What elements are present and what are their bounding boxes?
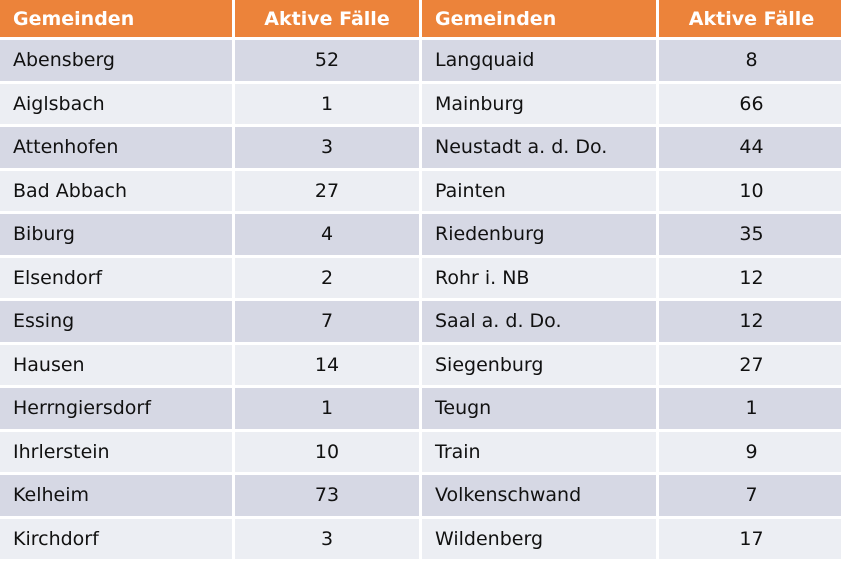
cases-cell: 9 (659, 431, 841, 472)
municipality-cell: Kirchdorf (0, 518, 232, 559)
municipality-cell: Abensberg (0, 40, 232, 81)
header-municipality-right: Gemeinden (422, 0, 656, 37)
cases-cell: 2 (235, 257, 419, 298)
table-row: Biburg 4 Riedenburg 35 (0, 214, 841, 255)
header-row: Gemeinden Aktive Fälle Gemeinden Aktive … (0, 0, 841, 37)
cases-cell: 1 (659, 388, 841, 429)
municipality-cell: Riedenburg (422, 214, 656, 255)
municipality-cell: Volkenschwand (422, 475, 656, 516)
table-row: Bad Abbach 27 Painten 10 (0, 170, 841, 211)
municipality-cell: Biburg (0, 214, 232, 255)
municipality-cell: Siegenburg (422, 344, 656, 385)
table-row: Kelheim 73 Volkenschwand 7 (0, 475, 841, 516)
municipality-cell: Bad Abbach (0, 170, 232, 211)
table-row: Essing 7 Saal a. d. Do. 12 (0, 301, 841, 342)
municipality-cell: Rohr i. NB (422, 257, 656, 298)
cases-cell: 12 (659, 257, 841, 298)
municipality-cell: Elsendorf (0, 257, 232, 298)
header-cases-right: Aktive Fälle (659, 0, 841, 37)
cases-cell: 10 (235, 431, 419, 472)
cases-cell: 3 (235, 518, 419, 559)
cases-cell: 1 (235, 83, 419, 124)
table-row: Herrngiersdorf 1 Teugn 1 (0, 388, 841, 429)
municipality-cell: Teugn (422, 388, 656, 429)
municipality-cell: Ihrlerstein (0, 431, 232, 472)
cases-cell: 35 (659, 214, 841, 255)
municipality-cell: Neustadt a. d. Do. (422, 127, 656, 168)
municipality-cell: Attenhofen (0, 127, 232, 168)
municipality-cell: Wildenberg (422, 518, 656, 559)
municipality-cell: Langquaid (422, 40, 656, 81)
cases-cell: 12 (659, 301, 841, 342)
cases-cell: 44 (659, 127, 841, 168)
table-row: Kirchdorf 3 Wildenberg 17 (0, 518, 841, 559)
municipality-cell: Saal a. d. Do. (422, 301, 656, 342)
cases-cell: 10 (659, 170, 841, 211)
table-row: Attenhofen 3 Neustadt a. d. Do. 44 (0, 127, 841, 168)
cases-cell: 4 (235, 214, 419, 255)
table-header: Gemeinden Aktive Fälle Gemeinden Aktive … (0, 0, 841, 37)
table-row: Aiglsbach 1 Mainburg 66 (0, 83, 841, 124)
table-body: Abensberg 52 Langquaid 8 Aiglsbach 1 Mainburg 6… (0, 40, 841, 559)
municipality-cell: Hausen (0, 344, 232, 385)
municipality-cell: Herrngiersdorf (0, 388, 232, 429)
municipality-cell: Mainburg (422, 83, 656, 124)
municipality-cell: Train (422, 431, 656, 472)
table-row: Ihrlerstein 10 Train 9 (0, 431, 841, 472)
cases-cell: 27 (659, 344, 841, 385)
cases-cell: 17 (659, 518, 841, 559)
cases-cell: 1 (235, 388, 419, 429)
cases-cell: 14 (235, 344, 419, 385)
cases-cell: 27 (235, 170, 419, 211)
header-cases-left: Aktive Fälle (235, 0, 419, 37)
table-row: Elsendorf 2 Rohr i. NB 12 (0, 257, 841, 298)
cases-cell: 7 (659, 475, 841, 516)
cases-cell: 73 (235, 475, 419, 516)
table-row: Abensberg 52 Langquaid 8 (0, 40, 841, 81)
municipality-cell: Painten (422, 170, 656, 211)
cases-cell: 66 (659, 83, 841, 124)
table-row: Hausen 14 Siegenburg 27 (0, 344, 841, 385)
cases-cell: 52 (235, 40, 419, 81)
cases-cell: 7 (235, 301, 419, 342)
municipality-cell: Aiglsbach (0, 83, 232, 124)
municipality-cell: Essing (0, 301, 232, 342)
municipality-cell: Kelheim (0, 475, 232, 516)
header-municipality-left: Gemeinden (0, 0, 232, 37)
cases-cell: 3 (235, 127, 419, 168)
cases-cell: 8 (659, 40, 841, 81)
